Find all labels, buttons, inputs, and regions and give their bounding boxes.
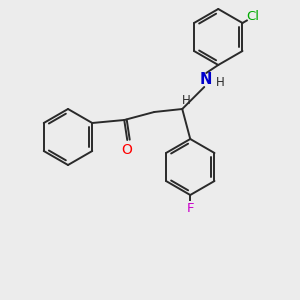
Text: Cl: Cl <box>246 11 260 23</box>
Text: N: N <box>200 71 212 86</box>
Text: O: O <box>121 143 132 157</box>
Text: H: H <box>216 76 225 88</box>
Text: H: H <box>182 94 190 107</box>
Text: F: F <box>187 202 194 215</box>
